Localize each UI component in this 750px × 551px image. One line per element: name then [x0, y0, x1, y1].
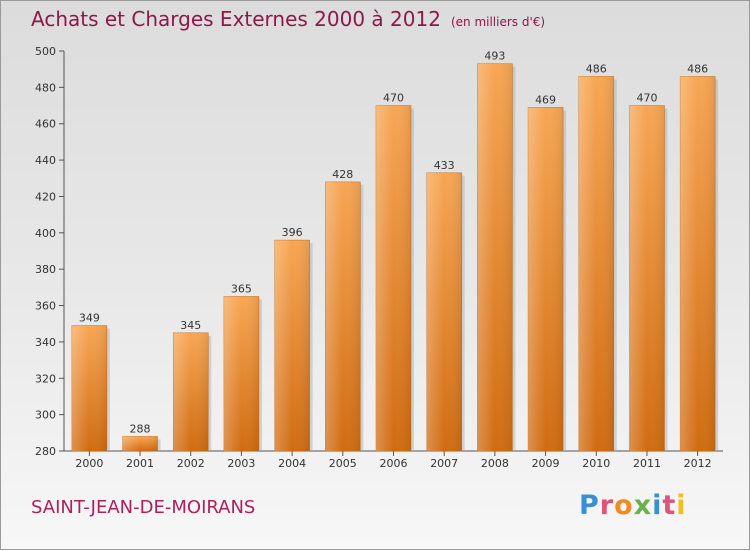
bar-highlight [426, 172, 462, 451]
bar-highlight [122, 436, 158, 451]
value-label: 486 [687, 62, 708, 75]
y-tick-label: 280 [35, 445, 56, 458]
value-label: 470 [383, 92, 404, 105]
value-label: 493 [484, 50, 505, 63]
y-tick-label: 460 [35, 118, 56, 131]
bar-highlight [528, 107, 564, 451]
data-labels: 349 288 345 365 396 428 470 433 493 469 486 470 486 [79, 50, 708, 436]
axes: 280 300 320 340 360 380 400 420 440 460 480 500 2000… [35, 45, 723, 470]
x-tick-label: 2003 [227, 457, 255, 470]
bar-highlight [173, 332, 209, 451]
value-label: 433 [434, 159, 455, 172]
x-tick-label: 2002 [177, 457, 205, 470]
logo-letter: t [662, 490, 677, 521]
bar-highlight [71, 325, 107, 451]
y-tick-label: 300 [35, 409, 56, 422]
y-tick-label: 340 [35, 336, 56, 349]
y-tick-label: 360 [35, 300, 56, 313]
y-tick-label: 480 [35, 81, 56, 94]
bar-highlight [629, 105, 665, 451]
bar-highlight [578, 76, 614, 452]
x-tick-label: 2004 [278, 457, 306, 470]
logo-letter: x [633, 490, 653, 521]
y-tick-label: 440 [35, 154, 56, 167]
x-tick-label: 2008 [481, 457, 509, 470]
title-unit: (en milliers d'€) [450, 15, 546, 29]
x-tick-label: 2012 [684, 457, 712, 470]
bar-highlight [376, 105, 411, 451]
bars [71, 63, 719, 452]
logo-letter: o [614, 490, 634, 521]
x-tick-label: 2009 [532, 457, 560, 470]
y-tick-label: 500 [35, 45, 56, 58]
x-tick-label: 2011 [633, 457, 661, 470]
y-tick-label: 380 [35, 263, 56, 276]
x-tick-label: 2001 [126, 457, 154, 470]
bar-highlight [477, 63, 513, 452]
commune-name: SAINT-JEAN-DE-MOIRANS [31, 497, 256, 518]
x-tick-label: 2005 [329, 457, 357, 470]
value-label: 470 [636, 92, 657, 105]
value-label: 349 [79, 312, 100, 325]
x-tick-label: 2000 [75, 457, 103, 470]
logo-letter: i [652, 490, 663, 521]
value-label: 365 [231, 282, 252, 295]
value-label: 428 [332, 168, 353, 181]
value-label: 396 [282, 226, 303, 239]
y-tick-label: 400 [35, 227, 56, 240]
bar-highlight [680, 76, 716, 452]
value-label: 469 [535, 93, 556, 106]
chart-title: Achats et Charges Externes 2000 à 2012 (e… [31, 7, 545, 31]
y-tick-label: 420 [35, 190, 56, 203]
proxiti-logo: Proxiti [579, 490, 687, 521]
value-label: 486 [586, 62, 607, 75]
logo-letter: r [599, 490, 615, 521]
bar-highlight [325, 181, 361, 451]
bar-highlight [274, 240, 310, 451]
x-tick-label: 2006 [380, 457, 408, 470]
logo-letter: P [579, 490, 600, 521]
value-label: 345 [180, 319, 201, 332]
y-tick-label: 320 [35, 372, 56, 385]
value-label: 288 [130, 422, 151, 435]
x-tick-label: 2010 [582, 457, 610, 470]
title-text: Achats et Charges Externes 2000 à 2012 [31, 7, 441, 31]
x-tick-label: 2007 [430, 457, 458, 470]
bar-highlight [223, 296, 259, 451]
logo-letter: i [676, 490, 687, 521]
